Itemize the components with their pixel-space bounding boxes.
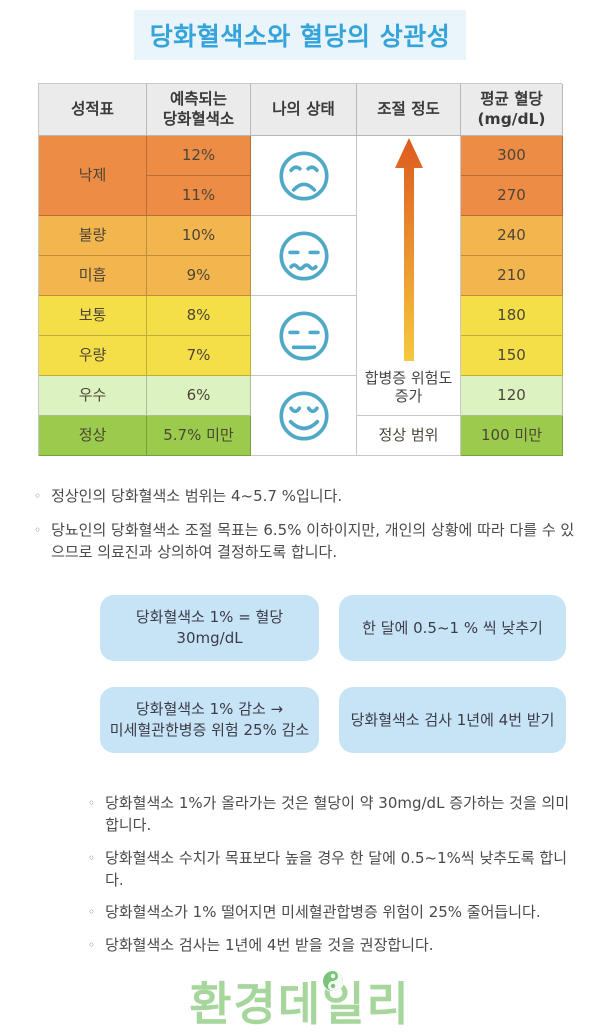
note-item: ◦ 당화혈색소 1%가 올라가는 것은 혈당이 약 30mg/dL 증가하는 것… bbox=[88, 794, 570, 834]
uneasy-face-icon bbox=[278, 230, 329, 281]
bullet-icon: ◦ bbox=[88, 850, 96, 865]
bullet-icon: ◦ bbox=[88, 796, 96, 811]
hba1c-cell: 7% bbox=[147, 336, 251, 376]
status-cell-happy bbox=[251, 376, 357, 456]
hba1c-cell: 10% bbox=[147, 216, 251, 256]
col-header-avg-glucose: 평균 혈당 (mg/dL) bbox=[461, 84, 563, 136]
status-cell-sad bbox=[251, 136, 357, 216]
col-header-control-level: 조절 정도 bbox=[357, 84, 461, 136]
glucose-cell: 180 bbox=[461, 296, 563, 336]
hba1c-cell: 5.7% 미만 bbox=[147, 416, 251, 456]
logo-swirl-icon bbox=[322, 969, 345, 992]
col-header-grade: 성적표 bbox=[39, 84, 147, 136]
sad-face-icon bbox=[278, 150, 329, 201]
notes-top: ◦ 정상인의 당화혈색소 범위는 4~5.7 %입니다. ◦ 당뇨인의 당화혈색… bbox=[34, 486, 600, 563]
logo: 환경데 일리 bbox=[0, 968, 600, 1034]
bullet-icon: ◦ bbox=[34, 522, 42, 537]
bullet-icon: ◦ bbox=[34, 489, 42, 503]
info-box-risk-reduction: 당화혈색소 1% 감소 → 미세혈관한병증 위험 25% 감소 bbox=[100, 687, 319, 754]
glucose-cell: 100 미만 bbox=[461, 416, 563, 456]
info-box-hba1c-equals-glucose: 당화혈색소 1% = 혈당 30mg/dL bbox=[100, 595, 319, 662]
grade-cell-insufficient: 미흡 bbox=[39, 256, 147, 296]
bullet-icon: ◦ bbox=[88, 938, 96, 952]
status-cell-neutral bbox=[251, 296, 357, 376]
glucose-cell: 240 bbox=[461, 216, 563, 256]
control-level-cell: 합병증 위험도 증가 bbox=[357, 136, 461, 416]
grade-cell-bad: 불량 bbox=[39, 216, 147, 256]
correlation-table: 성적표 예측되는 당화혈색소 나의 상태 조절 정도 평균 혈당 (mg/dL) 낙… bbox=[38, 83, 563, 456]
bullet-icon: ◦ bbox=[88, 905, 96, 920]
note-item: ◦ 당뇨인의 당화혈색소 조절 목표는 6.5% 이하이지만, 개인의 상황에 … bbox=[34, 520, 575, 561]
hba1c-cell: 11% bbox=[147, 176, 251, 216]
happy-face-icon bbox=[278, 390, 329, 441]
normal-range-cell: 정상 범위 bbox=[357, 416, 461, 456]
glucose-cell: 300 bbox=[461, 136, 563, 176]
page-header: 당화혈색소와 혈당의 상관성 bbox=[0, 10, 600, 60]
grade-cell-average: 보통 bbox=[39, 296, 147, 336]
grade-cell-normal: 정상 bbox=[39, 416, 147, 456]
grade-cell-excellent: 우수 bbox=[39, 376, 147, 416]
status-cell-uneasy bbox=[251, 216, 357, 296]
note-item: ◦ 당화혈색소 검사는 1년에 4번 받을 것을 권장합니다. bbox=[88, 936, 434, 954]
hba1c-cell: 6% bbox=[147, 376, 251, 416]
neutral-face-icon bbox=[278, 310, 329, 361]
grade-cell-good: 우량 bbox=[39, 336, 147, 376]
glucose-cell: 120 bbox=[461, 376, 563, 416]
page-title: 당화혈색소와 혈당의 상관성 bbox=[133, 10, 467, 60]
info-boxes: 당화혈색소 1% = 혈당 30mg/dL 한 달에 0.5~1 % 씩 낮추기… bbox=[100, 595, 566, 754]
risk-arrow-icon bbox=[394, 137, 423, 361]
hba1c-cell: 8% bbox=[147, 296, 251, 336]
col-header-predicted-hba1c: 예측되는 당화혈색소 bbox=[147, 84, 251, 136]
note-item: ◦ 정상인의 당화혈색소 범위는 4~5.7 %입니다. bbox=[34, 487, 343, 505]
info-box-test-frequency: 당화혈색소 검사 1년에 4번 받기 bbox=[339, 687, 566, 754]
note-item: ◦ 당화혈색소 수치가 목표보다 높을 경우 한 달에 0.5~1%씩 낮추도록… bbox=[88, 848, 568, 889]
glucose-cell: 150 bbox=[461, 336, 563, 376]
glucose-cell: 270 bbox=[461, 176, 563, 216]
notes-bottom: ◦ 당화혈색소 1%가 올라가는 것은 혈당이 약 30mg/dL 증가하는 것… bbox=[88, 793, 600, 957]
info-box-monthly-lowering: 한 달에 0.5~1 % 씩 낮추기 bbox=[339, 595, 566, 662]
note-item: ◦ 당화혈색소가 1% 떨어지면 미세혈관합병증 위험이 25% 줄어듭니다. bbox=[88, 903, 541, 922]
hba1c-cell: 9% bbox=[147, 256, 251, 296]
hba1c-cell: 12% bbox=[147, 136, 251, 176]
col-header-my-status: 나의 상태 bbox=[251, 84, 357, 136]
glucose-cell: 210 bbox=[461, 256, 563, 296]
grade-cell-fail: 낙제 bbox=[39, 136, 147, 216]
risk-increase-label: 합병증 위험도 증가 bbox=[364, 368, 453, 406]
